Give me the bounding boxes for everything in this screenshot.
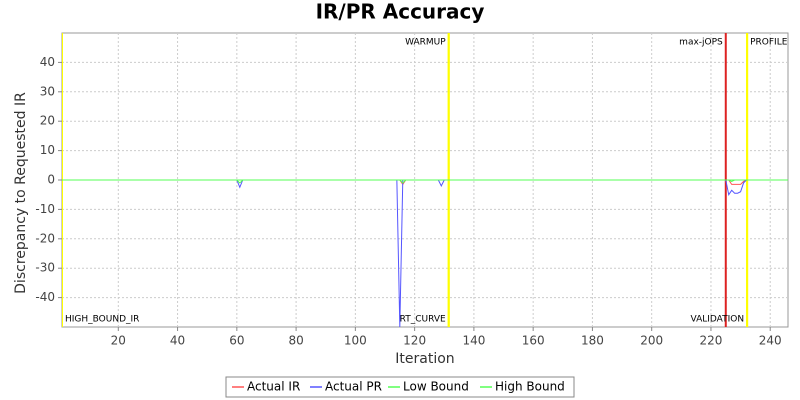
legend-label: Actual IR: [247, 380, 300, 394]
legend-label: Low Bound: [403, 380, 469, 394]
x-tick-label: 240: [759, 334, 782, 348]
chart-title: IR/PR Accuracy: [316, 0, 485, 24]
y-tick-label: -40: [35, 290, 55, 304]
x-tick-label: 180: [581, 334, 604, 348]
x-tick-label: 140: [462, 334, 485, 348]
x-tick-label: 80: [288, 334, 303, 348]
y-tick-label: 30: [40, 84, 55, 98]
x-tick-label: 60: [229, 334, 244, 348]
plot-content: [62, 33, 788, 327]
y-tick-label: 20: [40, 114, 55, 128]
y-axis-label: Discrepancy to Requested IR: [13, 92, 29, 294]
x-tick-label: 120: [403, 334, 426, 348]
x-tick-label: 20: [111, 334, 126, 348]
y-tick-label: 10: [40, 143, 55, 157]
x-tick-label: 160: [522, 334, 545, 348]
x-tick-label: 200: [640, 334, 663, 348]
legend-label: Actual PR: [325, 380, 382, 394]
y-tick-label: -10: [35, 202, 55, 216]
marker-label: HIGH_BOUND_IR: [65, 315, 139, 325]
y-tick-label: -20: [35, 231, 55, 245]
x-tick-label: 220: [700, 334, 723, 348]
marker-label: RT_CURVE: [400, 315, 446, 325]
marker-label: WARMUP: [405, 38, 446, 48]
x-axis-label: Iteration: [395, 351, 454, 367]
y-tick-label: 40: [40, 55, 55, 69]
marker-label: max-jOPS: [679, 38, 723, 48]
x-tick-label: 100: [344, 334, 367, 348]
y-tick-label: -30: [35, 261, 55, 275]
y-tick-label: 0: [47, 173, 55, 187]
legend-label: High Bound: [495, 380, 565, 394]
marker-label: VALIDATION: [690, 315, 744, 325]
marker-label: PROFILE: [750, 38, 788, 48]
x-tick-label: 40: [170, 334, 185, 348]
